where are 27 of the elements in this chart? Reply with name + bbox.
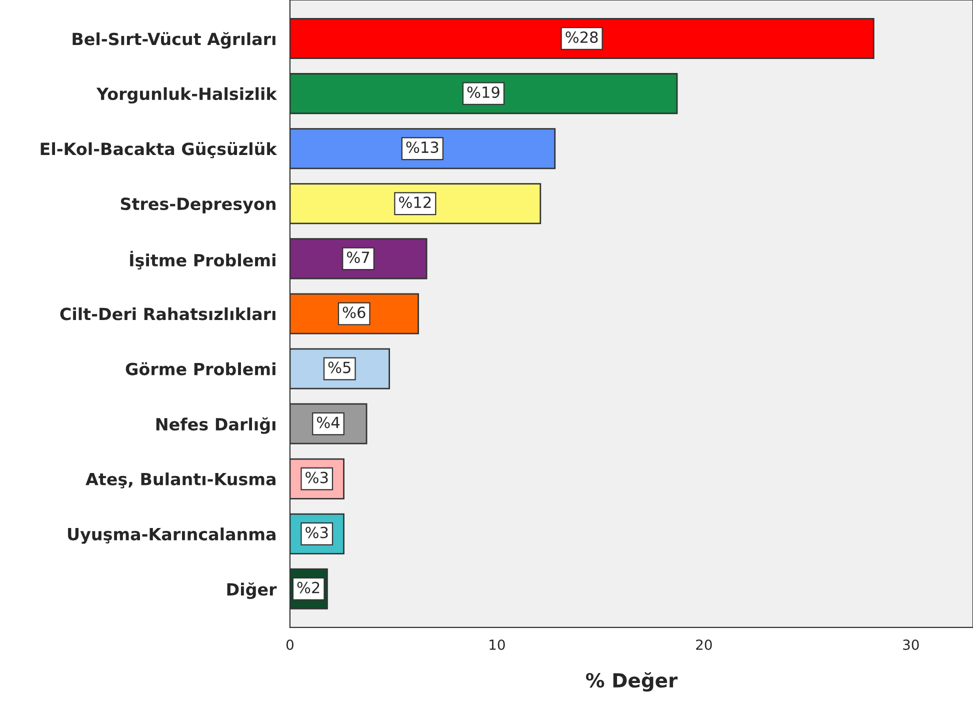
data-label: %7 xyxy=(346,252,370,264)
data-label: %3 xyxy=(306,472,328,484)
x-tick-label: 20 xyxy=(696,639,712,650)
data-label: %13 xyxy=(406,141,438,154)
y-tick-label: Ateş, Bulantı-Kusma xyxy=(86,472,276,488)
data-label: %2 xyxy=(297,582,320,594)
data-label: %5 xyxy=(328,362,350,374)
x-tick-label: 10 xyxy=(490,639,505,650)
y-tick-label: Yorgunluk-Halsizlik xyxy=(96,87,278,104)
data-label: %19 xyxy=(467,86,500,98)
data-label: %4 xyxy=(316,416,340,428)
y-tick-label: Bel-Sırt-Vücut Ağrıları xyxy=(72,32,276,49)
y-tick-label: El-Kol-Bacakta Güçsüzlük xyxy=(40,142,278,158)
x-axis-title: % Değer xyxy=(586,672,678,692)
data-label: %3 xyxy=(306,526,328,538)
y-tick-label: Görme Problemi xyxy=(126,362,276,376)
y-tick-label: Nefes Darlığı xyxy=(156,417,276,434)
data-label: %6 xyxy=(342,306,366,318)
y-tick-label: Stres-Depresyon xyxy=(120,198,276,214)
x-tick-label: 30 xyxy=(903,639,919,650)
data-label: %28 xyxy=(566,31,598,43)
x-tick-label: 0 xyxy=(286,639,294,650)
y-tick-label: Uyuşma-Karıncalanma xyxy=(68,528,276,544)
y-tick-label: İşitme Problemi xyxy=(130,250,276,270)
data-label: %12 xyxy=(399,196,431,208)
y-tick-label: Cilt-Deri Rahatsızlıkları xyxy=(60,307,276,320)
y-tick-label: Diğer xyxy=(227,582,277,600)
